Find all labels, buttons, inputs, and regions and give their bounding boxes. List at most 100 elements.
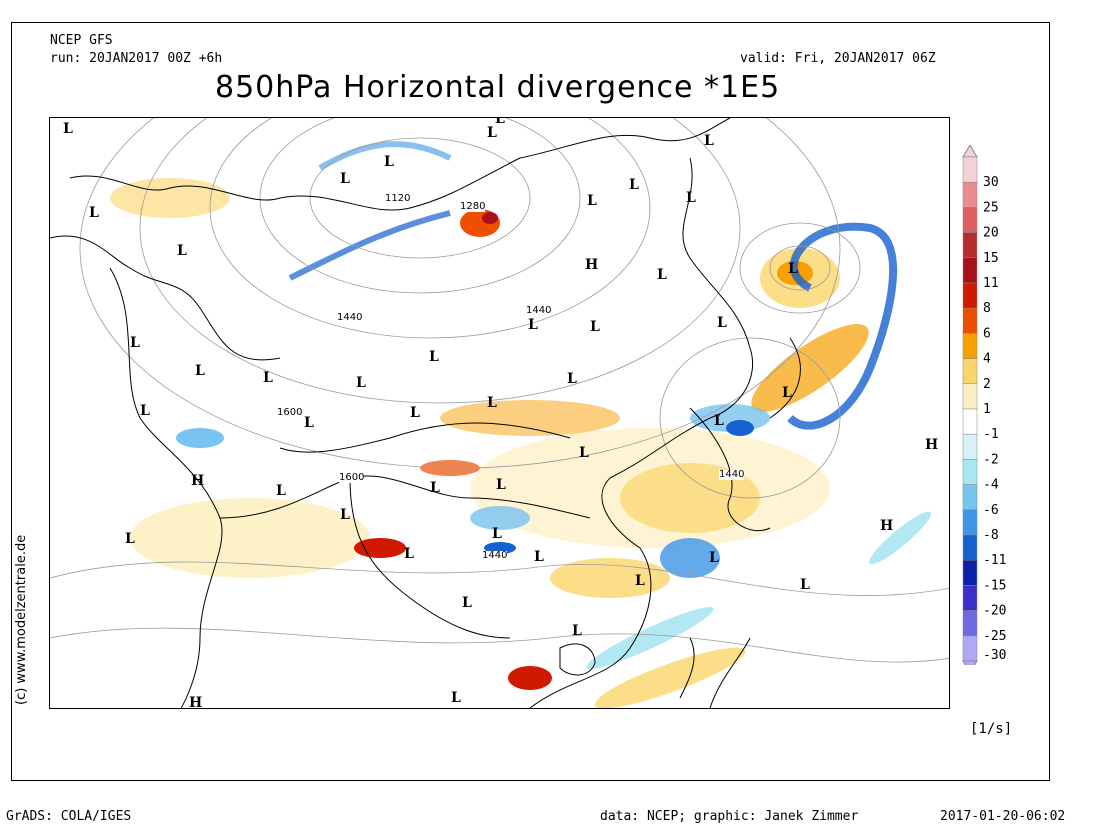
footer-timestamp: 2017-01-20-06:02 [940,809,1066,824]
legend-label: -25 [983,629,1006,644]
legend-swatch [962,232,978,259]
legend-swatch [962,358,978,385]
legend-bar: 30 25 20 15 11 8 6 4 2 1 -1 -2 -4 -6 -8 -11 -15 -20 -25 -30 [962,144,1006,674]
low-pressure-marker: L [528,317,538,333]
legend-swatch [962,534,978,561]
legend-bottom-arrow [962,660,978,674]
contour-label: 1120 [385,193,411,204]
contour-label: 1440 [719,469,745,480]
legend-swatch [962,156,978,183]
low-pressure-marker: L [657,267,667,283]
footer-credit: data: NCEP; graphic: Janek Zimmer [600,809,859,824]
map-canvas [50,118,949,708]
low-pressure-marker: L [429,349,439,365]
low-pressure-marker: L [89,205,99,221]
legend-units: [1/s] [970,721,1013,737]
high-pressure-marker: H [191,473,205,489]
low-pressure-marker: L [140,403,150,419]
legend-label: 25 [983,200,999,215]
coastlines-borders [50,118,801,708]
legend-label: 11 [983,276,999,291]
legend-label: -6 [983,503,999,518]
legend-label: 30 [983,175,999,190]
legend-swatch [962,585,978,611]
low-pressure-marker: L [384,154,394,170]
legend-swatch [962,408,978,435]
low-pressure-marker: L [709,550,719,566]
low-pressure-marker: L [487,395,497,411]
contour-label: 1600 [339,472,365,483]
contour-label: 1440 [337,312,363,323]
low-pressure-marker: L [788,261,798,277]
low-pressure-marker: L [340,507,350,523]
legend-label: 8 [983,301,991,316]
low-pressure-marker: L [195,363,205,379]
legend-swatch [962,383,978,410]
low-pressure-marker: L [579,445,589,461]
legend-label: -20 [983,604,1006,619]
low-pressure-marker: L [572,623,582,639]
divergence-field [110,141,932,708]
high-pressure-marker: H [585,257,599,273]
legend-label: 2 [983,377,991,392]
figure-frame [11,22,1050,781]
model-name: NCEP GFS [50,33,113,48]
low-pressure-marker: L [130,335,140,351]
legend-swatch [962,257,978,284]
legend-label: 4 [983,352,991,367]
legend-label: 15 [983,251,999,266]
legend-label: 1 [983,402,991,417]
low-pressure-marker: L [717,315,727,331]
low-pressure-marker: L [800,577,810,593]
legend-swatch [962,635,978,662]
legend-swatch [962,610,978,637]
high-pressure-marker: H [880,518,894,534]
legend-label: -11 [983,553,1006,568]
low-pressure-marker: L [686,190,696,206]
low-pressure-marker: L [714,413,724,429]
map-title: 850hPa Horizontal divergence *1E5 [215,70,781,105]
legend-label: -15 [983,578,1006,593]
low-pressure-marker: L [782,385,792,401]
high-pressure-marker: H [189,695,203,709]
low-pressure-marker: L [263,370,273,386]
contour-label: 1440 [482,550,508,561]
contour-label: 1600 [277,407,303,418]
low-pressure-marker: L [635,573,645,589]
high-pressure-marker: H [925,437,939,453]
contour-label: 1440 [526,305,552,316]
low-pressure-marker: L [534,549,544,565]
legend-swatch [962,207,978,233]
low-pressure-marker: L [629,177,639,193]
color-legend: 30 25 20 15 11 8 6 4 2 1 -1 -2 -4 -6 -8 -11 -15 -20 -25 -30 [960,144,1020,674]
legend-label: 6 [983,326,991,341]
legend-swatch [962,459,978,485]
low-pressure-marker: L [125,531,135,547]
low-pressure-marker: L [177,243,187,259]
legend-label: -8 [983,528,999,543]
legend-top-arrow [962,144,978,158]
legend-swatch [962,333,978,359]
low-pressure-marker: L [496,477,506,493]
legend-label: -4 [983,478,999,493]
legend-swatch [962,509,978,536]
low-pressure-marker: L [304,415,314,431]
legend-swatch [962,307,978,334]
low-pressure-marker: L [451,690,461,706]
low-pressure-marker: L [590,319,600,335]
low-pressure-marker: L [276,483,286,499]
low-pressure-marker: L [404,546,414,562]
legend-swatch [962,433,978,460]
legend-label: -2 [983,452,999,467]
legend-swatch [962,181,978,208]
legend-label: -1 [983,427,999,442]
low-pressure-marker: L [492,526,502,542]
side-credit: (c) www.modelzentrale.de [14,534,29,705]
geopotential-contours [50,118,949,663]
contour-label: 1280 [460,201,486,212]
low-pressure-marker: L [462,595,472,611]
low-pressure-marker: L [63,121,73,137]
legend-label: -30 [983,648,1006,663]
footer-grads: GrADS: COLA/IGES [6,809,132,824]
low-pressure-marker: L [340,171,350,187]
